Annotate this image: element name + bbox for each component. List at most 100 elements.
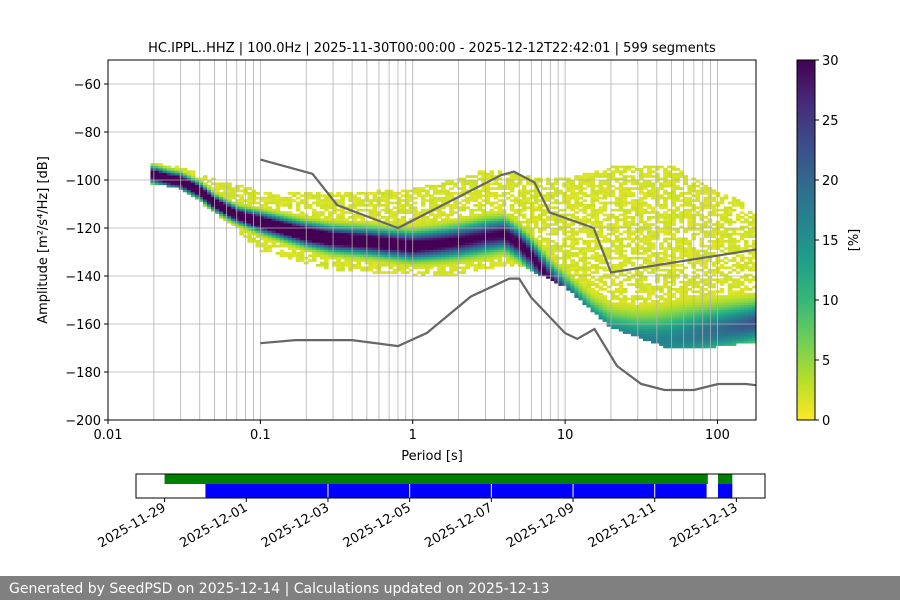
heatmap-cell: [291, 230, 297, 234]
heatmap-cell: [562, 268, 567, 272]
heatmap-cell: [590, 213, 596, 217]
heatmap-cell: [513, 182, 519, 186]
heatmap-cell: [707, 232, 713, 236]
heatmap-cell: [400, 199, 406, 202]
heatmap-cell: [372, 266, 378, 270]
heatmap-cell: [723, 331, 729, 334]
heatmap-cell: [647, 216, 652, 219]
heatmap-cell: [348, 259, 353, 262]
heatmap-cell: [239, 213, 244, 217]
heatmap-cell: [634, 304, 640, 308]
heatmap-cell: [368, 230, 374, 234]
heatmap-cell: [711, 252, 717, 255]
heatmap-cell: [614, 302, 620, 306]
heatmap-cell: [501, 247, 507, 250]
heatmap-cell: [368, 232, 374, 236]
heatmap-cell: [683, 242, 688, 246]
heatmap-cell: [380, 235, 386, 238]
heatmap-cell: [473, 232, 479, 236]
heatmap-cell: [687, 331, 693, 334]
heatmap-cell: [291, 240, 297, 243]
heatmap-cell: [683, 196, 688, 200]
heatmap-cell: [461, 244, 466, 248]
heatmap-cell: [344, 244, 349, 248]
heatmap-cell: [477, 172, 483, 176]
heatmap-cell: [618, 170, 624, 174]
heatmap-cell: [578, 184, 584, 188]
heatmap-cell: [638, 316, 644, 320]
heatmap-cell: [610, 208, 616, 212]
heatmap-cell: [215, 189, 220, 193]
heatmap-cell: [570, 232, 575, 236]
heatmap-cell: [642, 259, 648, 262]
heatmap-cell: [731, 259, 737, 262]
heatmap-cell: [679, 211, 684, 214]
heatmap-cell: [566, 235, 571, 238]
heatmap-cell: [687, 340, 693, 344]
heatmap-cell: [574, 177, 579, 181]
heatmap-cell: [566, 280, 571, 284]
heatmap-cell: [291, 199, 297, 202]
heatmap-cell: [703, 321, 709, 325]
heatmap-cell: [663, 345, 668, 349]
heatmap-cell: [715, 244, 721, 248]
heatmap-cell: [247, 223, 252, 226]
heatmap-cell: [493, 232, 499, 236]
heatmap-cell: [606, 307, 612, 310]
heatmap-cell: [570, 204, 575, 207]
x-tick-label: 10: [557, 428, 574, 443]
heatmap-cell: [622, 237, 628, 241]
heatmap-cell: [416, 218, 422, 222]
heatmap-cell: [582, 177, 588, 181]
heatmap-cell: [521, 252, 527, 255]
heatmap-cell: [315, 240, 321, 243]
heatmap-cell: [671, 295, 676, 298]
heatmap-cell: [699, 343, 705, 346]
heatmap-cell: [166, 165, 172, 169]
heatmap-cell: [481, 187, 487, 190]
heatmap-cell: [723, 319, 729, 322]
heatmap-cell: [509, 213, 515, 217]
heatmap-cell: [497, 247, 503, 250]
heatmap-cell: [509, 242, 515, 246]
heatmap-cell: [372, 192, 378, 195]
heatmap-cell: [400, 259, 406, 262]
heatmap-cell: [315, 235, 321, 238]
heatmap-cell: [679, 249, 684, 253]
heatmap-cell: [453, 242, 458, 246]
heatmap-cell: [311, 256, 317, 260]
heatmap-cell: [489, 208, 495, 212]
heatmap-cell: [586, 172, 592, 176]
heatmap-cell: [332, 240, 337, 243]
heatmap-cell: [610, 295, 616, 298]
heatmap-cell: [546, 196, 551, 200]
heatmap-cell: [663, 175, 668, 178]
heatmap-cell: [671, 302, 676, 306]
heatmap-cell: [384, 230, 390, 234]
heatmap-cell: [396, 201, 402, 205]
heatmap-cell: [574, 211, 579, 214]
heatmap-cell: [489, 252, 495, 255]
heatmap-cell: [634, 326, 640, 330]
heatmap-cell: [360, 201, 366, 205]
heatmap-cell: [642, 180, 648, 183]
heatmap-cell: [279, 237, 285, 241]
heatmap-cell: [659, 304, 664, 308]
heatmap-cell: [340, 208, 345, 212]
heatmap-cell: [602, 288, 608, 291]
heatmap-cell: [570, 223, 575, 226]
heatmap-cell: [388, 211, 394, 214]
timeline-tick-label: 2025-12-03: [259, 500, 332, 551]
heatmap-cell: [703, 266, 709, 270]
heatmap-cell: [235, 206, 240, 210]
heatmap-cell: [485, 259, 491, 262]
heatmap-cell: [416, 244, 422, 248]
heatmap-cell: [683, 211, 688, 214]
heatmap-cell: [493, 235, 499, 238]
heatmap-cell: [396, 220, 402, 224]
heatmap-cell: [517, 225, 523, 229]
heatmap-cell: [525, 189, 531, 193]
heatmap-cell: [283, 218, 289, 222]
heatmap-cell: [651, 206, 656, 210]
heatmap-cell: [493, 211, 499, 214]
